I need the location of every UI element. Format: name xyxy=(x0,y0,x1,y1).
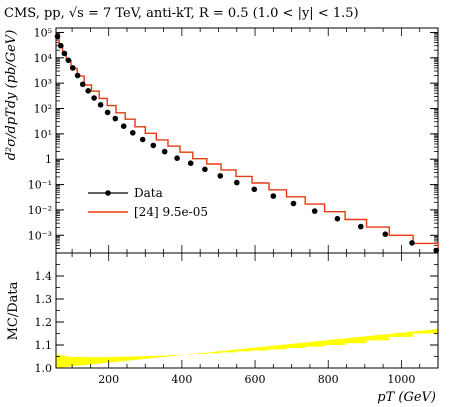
ratio-y-tick-label: 1.4 xyxy=(35,270,53,283)
main-y-tick-label: 1 xyxy=(45,153,52,166)
ratio-y-tick-label: 1.0 xyxy=(35,362,53,375)
ratio-y-tick-label: 1.3 xyxy=(35,293,53,306)
legend-data-marker xyxy=(105,190,111,196)
data-point xyxy=(91,95,97,101)
data-point xyxy=(409,240,415,246)
main-plot-frame xyxy=(55,27,439,254)
x-axis-label: pT (GeV) xyxy=(377,390,436,405)
x-tick-label: 600 xyxy=(245,373,266,386)
data-point xyxy=(358,223,364,230)
main-y-tick-label: 10⁻¹ xyxy=(28,179,52,192)
main-y-tick-label: 10⁴ xyxy=(34,52,53,65)
data-point xyxy=(270,193,277,199)
data-point xyxy=(79,81,86,88)
ratio-axis-ticks xyxy=(56,253,439,369)
data-point xyxy=(290,200,297,207)
data-point xyxy=(70,65,76,71)
data-point xyxy=(311,208,318,214)
data-point xyxy=(202,166,208,173)
legend: Data [24] 9.5e-05 xyxy=(88,186,208,219)
data-point xyxy=(187,160,194,166)
x-tick-label: 200 xyxy=(98,373,119,386)
main-y-tick-label: 10¹ xyxy=(34,128,52,141)
ratio-panel: 1.0 1.1 1.2 1.3 1.4 200 400 600 800 1000 MC/Data… xyxy=(6,252,439,405)
data-point xyxy=(334,215,341,222)
ratio-band-area xyxy=(56,328,439,368)
x-tick-label: 400 xyxy=(171,373,192,386)
main-y-axis-label: d²σ/dpTdy (pb/GeV) xyxy=(4,30,19,161)
data-point xyxy=(85,88,91,94)
data-point xyxy=(120,123,127,129)
ratio-y-tick-label: 1.2 xyxy=(35,316,53,329)
ratio-uncertainty-band xyxy=(56,328,439,368)
data-point xyxy=(161,148,168,155)
ratio-y-tick-label: 1.1 xyxy=(35,339,53,352)
mc-step-histogram xyxy=(56,35,440,252)
data-point xyxy=(150,142,157,149)
x-tick-label: 1000 xyxy=(387,373,415,386)
data-point xyxy=(217,173,224,179)
data-point xyxy=(112,115,119,122)
main-y-tick-label: 10² xyxy=(34,103,52,116)
data-point xyxy=(74,72,81,79)
main-y-tick-label: 10⁻² xyxy=(28,204,52,217)
x-tick-label: 800 xyxy=(318,373,339,386)
ratio-y-axis-label: MC/Data xyxy=(6,281,21,340)
ratio-y-tick-labels: 1.0 1.1 1.2 1.3 1.4 xyxy=(35,270,53,375)
x-tick-labels: 200 400 600 800 1000 xyxy=(98,373,415,386)
chart-title: CMS, pp, √s = 7 TeV, anti-kT, R = 0.5 (1… xyxy=(4,6,359,21)
legend-data-label: Data xyxy=(134,186,163,200)
data-point xyxy=(130,130,136,136)
main-y-tick-label: 10⁵ xyxy=(34,26,52,39)
data-point xyxy=(65,57,72,64)
data-point xyxy=(61,50,68,57)
legend-mc-label: [24] 9.5e-05 xyxy=(134,205,208,219)
main-axis-ticks xyxy=(56,28,439,254)
main-y-tick-label: 10³ xyxy=(34,77,52,90)
data-point xyxy=(104,109,111,116)
data-point xyxy=(97,102,104,108)
data-point xyxy=(433,247,440,254)
main-y-tick-label: 10⁻³ xyxy=(28,229,52,242)
data-points-series xyxy=(54,33,440,254)
data-point xyxy=(54,33,61,40)
data-point xyxy=(139,136,146,143)
data-point xyxy=(382,231,389,237)
main-spectrum-panel: 10⁵ 10⁴ 10³ 10² 10¹ 1 10⁻¹ 10⁻² 10⁻³ d²σ/dpTdy (… xyxy=(4,26,440,254)
data-point xyxy=(234,179,240,186)
main-y-tick-labels: 10⁵ 10⁴ 10³ 10² 10¹ 1 10⁻¹ 10⁻² 10⁻³ xyxy=(28,26,53,242)
data-point xyxy=(58,42,64,49)
data-point xyxy=(174,155,180,161)
mc-step-line xyxy=(56,35,440,252)
data-point xyxy=(251,186,258,193)
